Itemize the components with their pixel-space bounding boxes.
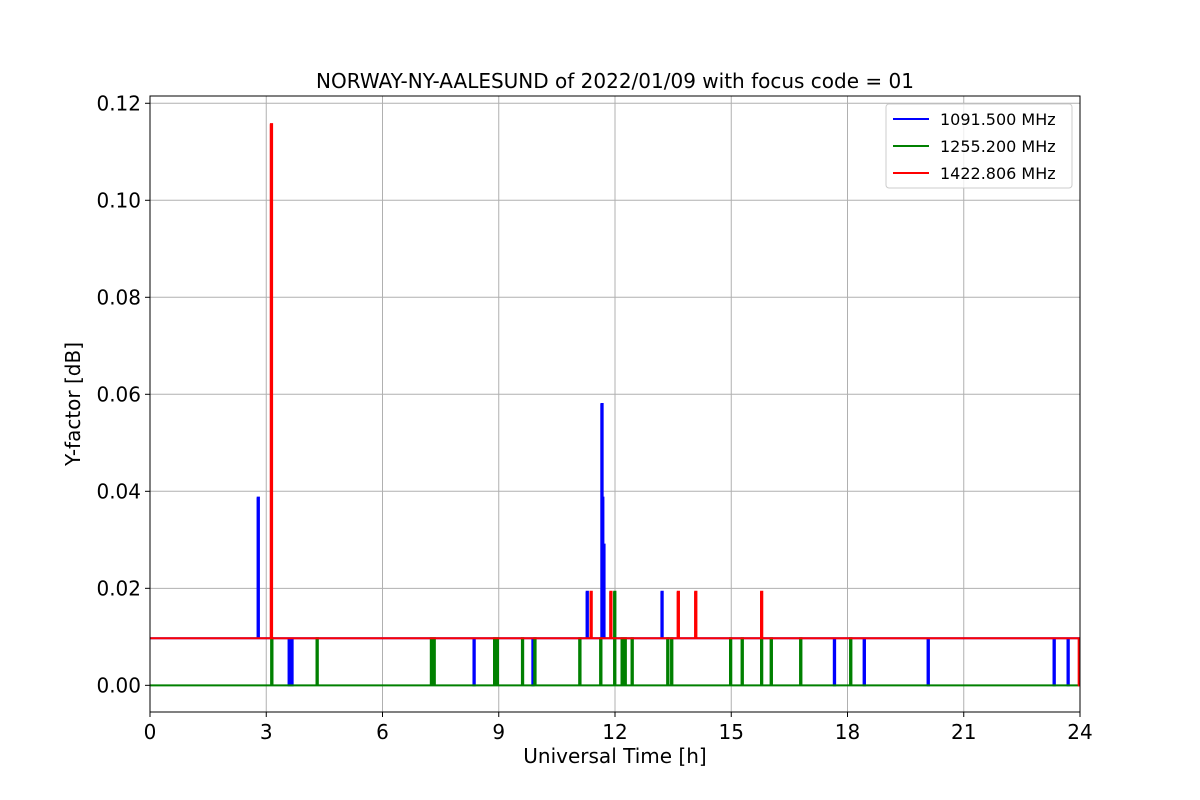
- y-tick-label: 0.12: [96, 91, 141, 115]
- legend-label: 1255.200 MHz: [940, 137, 1056, 156]
- x-tick-label: 9: [492, 720, 505, 744]
- x-tick-label: 18: [835, 720, 860, 744]
- legend-label: 1422.806 MHz: [940, 164, 1056, 183]
- series-2-group: [150, 123, 1080, 687]
- series-line-2: [150, 123, 1080, 687]
- y-tick-label: 0.04: [96, 479, 141, 503]
- y-tick-label: 0.06: [96, 382, 141, 406]
- y-axis-ticks: 0.00 0.02 0.04 0.06 0.08 0.10 0.12: [96, 91, 150, 697]
- y-tick-label: 0.00: [96, 673, 141, 697]
- y-axis-label: Y-factor [dB]: [61, 342, 85, 467]
- series-layer: [150, 123, 1080, 687]
- x-tick-label: 12: [602, 720, 627, 744]
- x-tick-label: 21: [951, 720, 976, 744]
- plot-area: [149, 95, 1081, 713]
- y-tick-label: 0.02: [96, 576, 141, 600]
- x-tick-label: 0: [144, 720, 157, 744]
- y-tick-label: 0.08: [96, 285, 141, 309]
- legend: 1091.500 MHz 1255.200 MHz 1422.806 MHz: [885, 103, 1073, 189]
- x-tick-label: 6: [376, 720, 389, 744]
- legend-label: 1091.500 MHz: [940, 110, 1056, 129]
- grid-lines: [149, 96, 1081, 712]
- legend-box: [885, 103, 1073, 189]
- chart-title: NORWAY-NY-AALESUND of 2022/01/09 with fo…: [316, 69, 914, 93]
- x-axis-label: Universal Time [h]: [523, 744, 706, 768]
- x-tick-label: 24: [1067, 720, 1092, 744]
- y-tick-label: 0.10: [96, 188, 141, 212]
- x-axis-ticks: 0 3 6 9 12 15 18 21 24: [144, 712, 1093, 744]
- x-tick-label: 3: [260, 720, 273, 744]
- legend-entries: 1091.500 MHz 1255.200 MHz 1422.806 MHz: [893, 110, 1056, 183]
- x-tick-label: 15: [719, 720, 744, 744]
